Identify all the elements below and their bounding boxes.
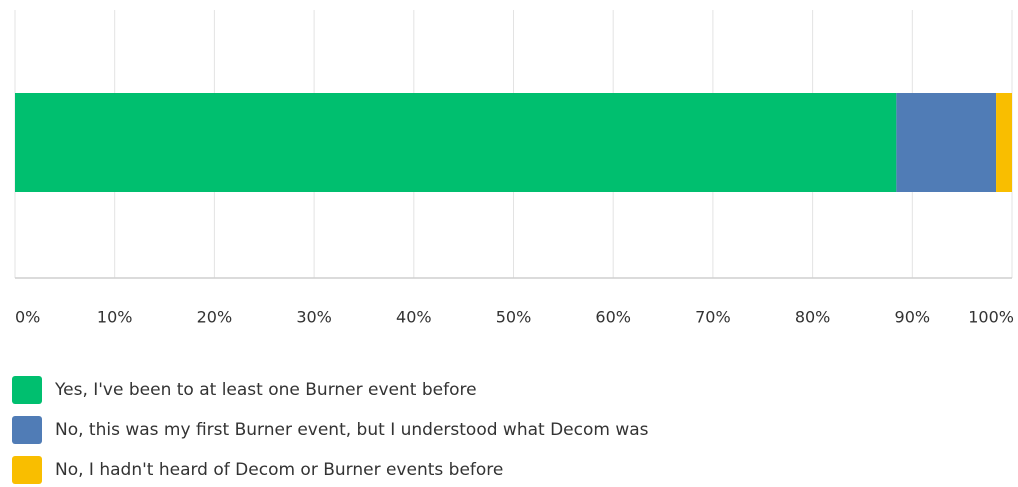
x-tick-label: 100% [968,308,1014,327]
x-tick-label: 50% [496,308,532,327]
x-tick-label: 10% [97,308,133,327]
x-tick-label: 80% [795,308,831,327]
bar-segment [996,93,1012,192]
bar-segment [15,93,897,192]
x-tick-label: 70% [695,308,731,327]
legend-label: Yes, I've been to at least one Burner ev… [54,380,477,400]
legend-label: No, this was my first Burner event, but … [55,420,649,440]
legend: Yes, I've been to at least one Burner ev… [12,376,649,484]
x-tick-label: 20% [197,308,233,327]
legend-swatch [12,416,42,444]
legend-swatch [12,376,42,404]
legend-swatch [12,456,42,484]
legend-label: No, I hadn't heard of Decom or Burner ev… [55,460,503,480]
x-tick-label: 90% [895,308,931,327]
bar-segment [896,93,997,192]
x-tick-label: 0% [15,308,40,327]
x-tick-label: 30% [296,308,332,327]
x-tick-label: 40% [396,308,432,327]
x-tick-label: 60% [595,308,631,327]
